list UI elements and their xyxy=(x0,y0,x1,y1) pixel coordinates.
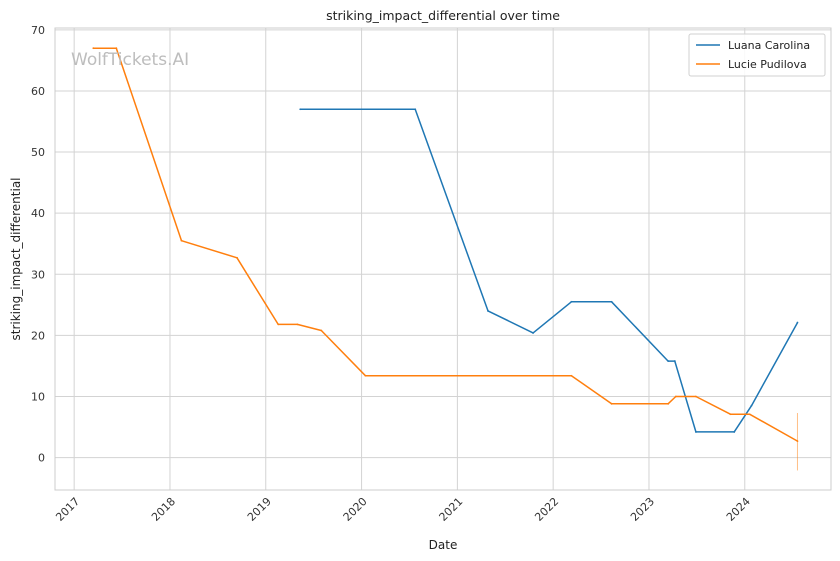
y-tick-label: 40 xyxy=(31,207,45,220)
data-point-lucie-pudilova xyxy=(364,374,367,377)
data-point-lucie-pudilova xyxy=(277,323,280,326)
data-point-luana-carolina xyxy=(673,360,676,362)
legend-label-lucie-pudilova: Lucie Pudilova xyxy=(728,58,807,71)
data-point-luana-carolina xyxy=(532,332,534,334)
y-axis-title: striking_impact_differential xyxy=(9,177,23,340)
data-point-luana-carolina xyxy=(414,108,417,111)
data-point-lucie-pudilova xyxy=(115,47,118,50)
y-tick-label: 50 xyxy=(31,146,45,159)
data-point-luana-carolina xyxy=(695,431,697,433)
data-point-lucie-pudilova xyxy=(674,395,677,398)
plot-area-frame xyxy=(54,27,832,491)
data-point-luana-carolina xyxy=(750,404,753,407)
data-point-lucie-pudilova xyxy=(236,256,238,259)
data-point-luana-carolina xyxy=(733,431,736,433)
data-point-lucie-pudilova xyxy=(729,413,732,416)
legend-label-luana-carolina: Luana Carolina xyxy=(728,39,810,52)
data-point-luana-carolina xyxy=(667,360,670,362)
series-lines xyxy=(92,47,799,471)
y-tick-label: 70 xyxy=(31,24,45,37)
chart-title: striking_impact_differential over time xyxy=(326,8,560,23)
data-point-lucie-pudilova xyxy=(667,402,670,405)
data-point-luana-carolina xyxy=(487,310,489,312)
data-point-lucie-pudilova xyxy=(570,374,573,377)
y-tick-label: 30 xyxy=(31,268,45,281)
data-point-luana-carolina xyxy=(796,321,799,324)
y-tick-label: 20 xyxy=(31,329,45,342)
data-point-luana-carolina xyxy=(610,300,613,303)
y-tick-label: 10 xyxy=(31,391,45,404)
series-line-luana-carolina xyxy=(300,108,799,433)
grid xyxy=(55,28,831,490)
y-tick-label: 0 xyxy=(38,452,45,465)
legend: Luana Carolina Lucie Pudilova xyxy=(688,33,826,77)
data-point-luana-carolina xyxy=(570,300,573,303)
data-point-lucie-pudilova xyxy=(92,47,95,50)
x-axis-title: Date xyxy=(429,538,458,552)
watermark: WolfTickets.AI xyxy=(71,50,189,70)
legend-box xyxy=(688,33,826,77)
data-point-luana-carolina xyxy=(299,108,302,111)
y-tick-label: 60 xyxy=(31,85,45,98)
data-point-lucie-pudilova xyxy=(695,395,697,398)
data-point-lucie-pudilova xyxy=(320,329,323,332)
series-line-lucie-pudilova xyxy=(93,47,798,442)
data-point-lucie-pudilova xyxy=(296,323,299,326)
data-point-lucie-pudilova xyxy=(610,402,613,405)
data-point-lucie-pudilova xyxy=(180,239,183,242)
data-point-lucie-pudilova xyxy=(748,413,751,416)
